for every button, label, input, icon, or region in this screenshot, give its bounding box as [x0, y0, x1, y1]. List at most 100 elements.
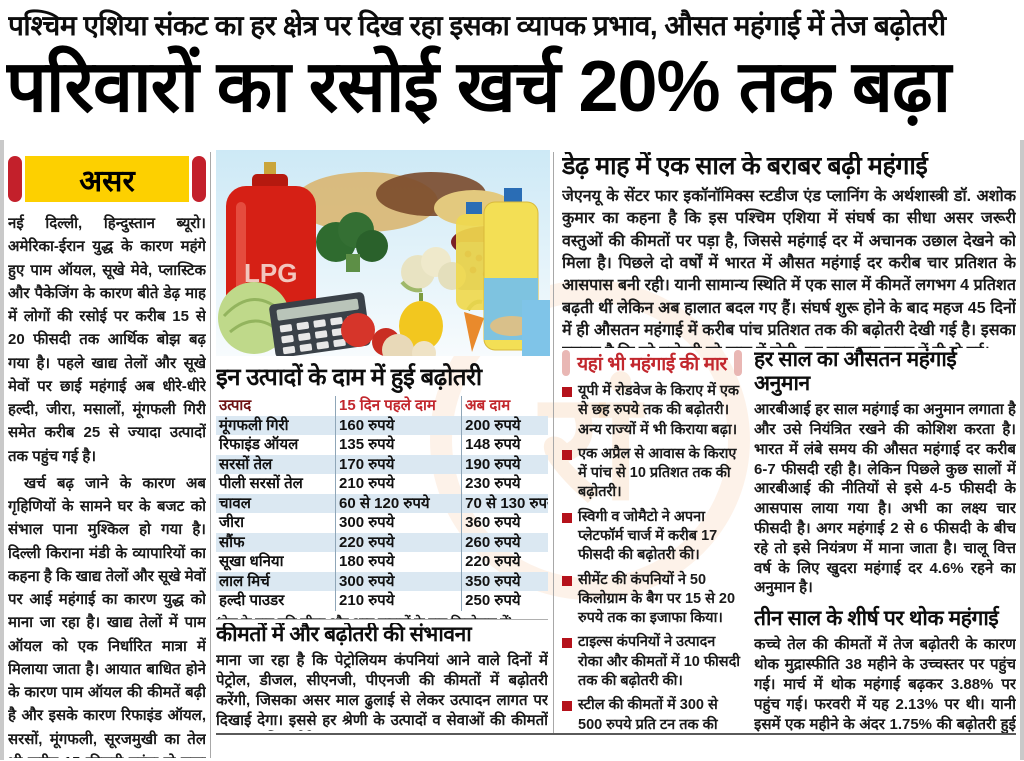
food-price-collage-image: LPG: [216, 150, 550, 366]
product-cell: हल्दी पाउडर: [219, 592, 285, 609]
list-item: स्टील की कीमतों में 300 से 500 रुपये प्र…: [562, 696, 742, 733]
now-cell: 360 रुपये: [461, 513, 548, 533]
product-cell: पीली सरसों तेल: [219, 475, 303, 492]
price-table-title: इन उत्पादों के दाम में हुई बढ़ोतरी: [216, 364, 482, 391]
impact-para1: अमेरिका-ईरान युद्ध के कारण महंगे हुए पाम…: [8, 238, 206, 465]
product-cell: सौंफ: [219, 533, 245, 551]
table-row: चावल 60 से 120 रुपये 70 से 130 रुपये: [216, 493, 548, 513]
product-cell: जीरा: [219, 514, 245, 531]
outlook-section: कीमतों में और बढ़ोतरी की संभावना माना जा…: [216, 623, 548, 731]
table-row: जीरा 300 रुपये 360 रुपये: [216, 513, 548, 533]
now-cell: 230 रुपये: [461, 474, 548, 494]
collage-graphic: LPG: [216, 150, 550, 366]
product-cell: चावल: [219, 494, 251, 512]
impact-badge-label: असर: [25, 156, 189, 202]
section-rule: [216, 619, 548, 620]
impact-list-header: यहां भी महंगाई की मार: [562, 350, 742, 376]
table-row: सरसों तेल 170 रुपये 190 रुपये: [216, 454, 548, 474]
left-column: असर नई दिल्ली, हिन्दुस्तान ब्यूरो। अमेरि…: [8, 156, 206, 758]
list-item-text: एक अप्रैल से आवास के किराए में पांच से 1…: [578, 445, 737, 501]
product-cell: सरसों तेल: [219, 455, 273, 473]
impact-article: नई दिल्ली, हिन्दुस्तान ब्यूरो। अमेरिका-ई…: [8, 212, 206, 758]
table-row: सूखा धनिया 180 रुपये 220 रुपये: [216, 552, 548, 572]
product-cell: मूंगफली गिरी: [219, 416, 289, 434]
table-header-row: उत्पाद 15 दिन पहले दाम अब दाम: [216, 396, 548, 416]
list-item-text: टाइल्स कंपनियों ने उत्पादन रोका और कीमतो…: [578, 634, 741, 689]
table-footnote: (तेल के दाम प्रति लीटर और अन्य उत्पादों …: [216, 613, 548, 620]
bullet-square-icon: [562, 449, 572, 460]
column-divider: [210, 152, 211, 758]
heading-cap-right: [734, 350, 742, 376]
impact-list-section: यहां भी महंगाई की मार यूपी में रोडवेज के…: [562, 350, 742, 733]
analysis-heading: डेढ़ माह में एक साल के बराबर बढ़ी महंगाई: [562, 152, 928, 180]
before-cell: 60 से 120 रुपये: [335, 493, 462, 513]
header-now: अब दाम: [461, 396, 548, 416]
table-row: हल्दी पाउडर 210 रुपये 250 रुपये: [216, 591, 548, 611]
table-row: रिफाइंड ऑयल 135 रुपये 148 रुपये: [216, 435, 548, 455]
kicker: पश्चिम एशिया संकट का हर क्षेत्र पर दिख र…: [8, 10, 946, 41]
badge-cap-left: [8, 156, 22, 202]
before-cell: 170 रुपये: [335, 454, 462, 474]
list-item: स्विगी व जोमैटो ने अपना प्लेटफॉर्म चार्ज…: [562, 508, 742, 566]
now-cell: 70 से 130 रुपये: [461, 493, 548, 513]
header-product: उत्पाद: [219, 397, 252, 414]
now-cell: 200 रुपये: [461, 415, 548, 435]
wholesale-heading: तीन साल के शीर्ष पर थोक महंगाई: [754, 607, 999, 631]
watermark-text: रां: [539, 362, 641, 530]
list-item-text: स्टील की कीमतों में 300 से 500 रुपये प्र…: [578, 697, 718, 733]
bullet-square-icon: [562, 701, 572, 712]
bullet-square-icon: [562, 638, 572, 649]
oil-bottles: [456, 188, 550, 356]
before-cell: 300 रुपये: [335, 571, 462, 591]
bullet-square-icon: [562, 512, 572, 523]
impact-badge: असर: [8, 156, 206, 202]
impact-para2: खर्च बढ़ जाने के कारण अब गृहिणियों के सा…: [8, 474, 206, 758]
table-row: पीली सरसों तेल 210 रुपये 230 रुपये: [216, 474, 548, 494]
now-cell: 190 रुपये: [461, 454, 548, 474]
list-item: एक अप्रैल से आवास के किराए में पांच से 1…: [562, 445, 742, 503]
broccoli: [316, 212, 388, 272]
table-row: लाल मिर्च 300 रुपये 350 रुपये: [216, 571, 548, 591]
now-cell: 250 रुपये: [461, 591, 548, 611]
bottom-rule: [216, 733, 1016, 735]
estimate-heading: हर साल का औसतन महंगाई अनुमान: [754, 348, 957, 396]
product-cell: रिफाइंड ऑयल: [219, 436, 299, 453]
now-cell: 220 रुपये: [461, 552, 548, 572]
header-before: 15 दिन पहले दाम: [335, 396, 462, 416]
now-cell: 350 रुपये: [461, 571, 548, 591]
page-title: परिवारों का रसोई खर्च 20% तक बढ़ा: [6, 47, 951, 127]
price-table-section: इन उत्पादों के दाम में हुई बढ़ोतरी उत्पा…: [216, 360, 548, 619]
outlook-body: माना जा रहा है कि पेट्रोलियम कंपनियां आन…: [216, 652, 548, 729]
bullet-square-icon: [562, 387, 572, 397]
list-item-text: स्विगी व जोमैटो ने अपना प्लेटफॉर्म चार्ज…: [578, 508, 718, 564]
before-cell: 135 रुपये: [335, 435, 462, 455]
impact-paragraph: नई दिल्ली, हिन्दुस्तान ब्यूरो। अमेरिका-ई…: [8, 212, 206, 468]
before-cell: 210 रुपये: [335, 591, 462, 611]
analysis-body: जेएनयू के सेंटर फार इकॉनॉमिक्स स्टडीज एं…: [562, 187, 1016, 348]
before-cell: 210 रुपये: [335, 474, 462, 494]
impact-list-heading: यहां भी महंगाई की मार: [577, 354, 727, 375]
wholesale-body: कच्चे तेल की कीमतों में तेज बढ़ोतरी के क…: [754, 636, 1016, 733]
before-cell: 300 रुपये: [335, 513, 462, 533]
now-cell: 260 रुपये: [461, 532, 548, 552]
list-item: टाइल्स कंपनियों ने उत्पादन रोका और कीमतो…: [562, 633, 742, 691]
bullet-square-icon: [562, 575, 572, 586]
before-cell: 180 रुपये: [335, 552, 462, 572]
product-cell: लाल मिर्च: [219, 572, 270, 590]
analysis-section: डेढ़ माह में एक साल के बराबर बढ़ी महंगाई…: [562, 152, 1016, 348]
list-item-text: यूपी में रोडवेज के किराए में एक से छह रु…: [578, 383, 740, 438]
list-item-text: सीमेंट की कंपनियों ने 50 किलोग्राम के बै…: [578, 571, 736, 627]
outlook-heading: कीमतों में और बढ़ोतरी की संभावना: [216, 623, 472, 646]
before-cell: 220 रुपये: [335, 532, 462, 552]
right-column: हर साल का औसतन महंगाई अनुमान आरबीआई हर स…: [754, 348, 1016, 733]
dateline: नई दिल्ली, हिन्दुस्तान ब्यूरो।: [8, 215, 206, 232]
list-item: सीमेंट की कंपनियों ने 50 किलोग्राम के बै…: [562, 571, 742, 629]
estimate-body: आरबीआई हर साल महंगाई का अनुमान लगाता है …: [754, 401, 1016, 597]
column-divider: [553, 152, 554, 733]
now-cell: 148 रुपये: [461, 435, 548, 455]
scan-edge-left: [0, 140, 4, 760]
scan-edge-right: [1020, 140, 1024, 760]
table-row: मूंगफली गिरी 160 रुपये 200 रुपये: [216, 415, 548, 435]
product-cell: सूखा धनिया: [219, 553, 284, 570]
